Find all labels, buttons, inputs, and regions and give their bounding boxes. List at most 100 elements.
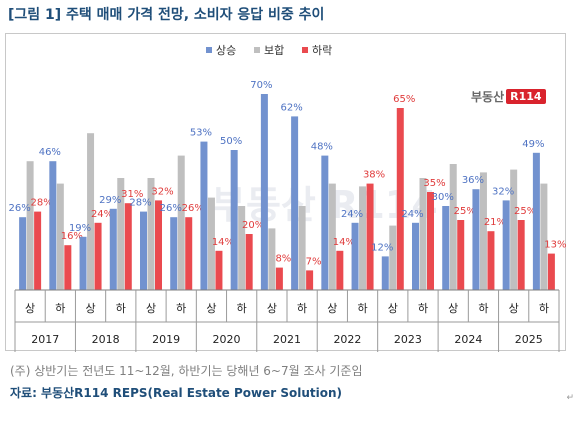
logo-text: 부동산 xyxy=(471,89,505,104)
data-label-down: 28% xyxy=(30,198,52,209)
category-label: 상 xyxy=(25,302,35,315)
source-line: 자료: 부동산R114 REPS(Real Estate Power Solut… xyxy=(10,386,343,400)
category-label: 상 xyxy=(509,302,519,315)
bar-hold xyxy=(359,186,367,290)
year-label: 2019 xyxy=(152,333,180,346)
category-label: 상 xyxy=(206,302,216,315)
data-label-down: 32% xyxy=(151,186,173,197)
legend-label-up: 상승 xyxy=(216,44,236,57)
bar-down xyxy=(155,200,162,290)
legend-swatch-up xyxy=(206,47,212,53)
data-label-up: 49% xyxy=(522,139,544,150)
data-label-up: 28% xyxy=(129,198,151,209)
bar-down xyxy=(215,250,223,290)
bar-down xyxy=(245,234,253,290)
data-label-up: 46% xyxy=(39,147,61,158)
data-label-down: 31% xyxy=(121,189,143,200)
bar-hold xyxy=(177,155,185,290)
data-label-down: 16% xyxy=(61,231,83,242)
bar-hold xyxy=(207,197,215,290)
bar-up xyxy=(79,236,87,290)
bar-down xyxy=(185,217,193,290)
bar-down xyxy=(94,222,102,290)
bar-up xyxy=(170,217,178,290)
bar-up xyxy=(49,161,57,290)
data-label-up: 32% xyxy=(492,186,514,197)
data-label-up: 36% xyxy=(462,175,484,186)
year-label: 2021 xyxy=(273,333,301,346)
bar-hold xyxy=(268,228,276,290)
year-label: 2017 xyxy=(31,333,59,346)
data-label-up: 62% xyxy=(280,102,302,113)
bar-hold xyxy=(56,183,64,290)
legend-label-down: 하락 xyxy=(312,43,332,57)
category-label: 하 xyxy=(55,301,65,315)
data-label-down: 38% xyxy=(363,170,385,181)
category-label: 하 xyxy=(176,301,186,315)
data-label-down: 24% xyxy=(91,209,113,220)
bar-hold xyxy=(540,183,548,290)
bar-up xyxy=(351,222,359,290)
data-label-down: 14% xyxy=(333,237,355,248)
category-label: 하 xyxy=(478,301,488,315)
bar-hold xyxy=(238,206,246,290)
bar-up xyxy=(321,155,329,290)
category-label: 하 xyxy=(297,301,307,315)
bar-up xyxy=(200,141,208,290)
bar-down xyxy=(64,245,72,290)
bar-chart-svg: 상승 보합 하락26%28%상46%16%하19%24%상29%31%하28%32%… xyxy=(8,43,567,352)
bar-down xyxy=(34,211,42,290)
bar-up xyxy=(381,256,389,290)
year-label: 2025 xyxy=(515,333,543,346)
legend-swatch-hold xyxy=(254,47,260,53)
category-label: 상 xyxy=(85,302,95,315)
chart-title: [그림 1] 주택 매매 가격 전망, 소비자 응답 비중 추이 xyxy=(8,7,325,23)
legend-swatch-down xyxy=(302,47,308,53)
data-label-up: 70% xyxy=(250,80,272,91)
bar-down xyxy=(396,108,404,290)
data-label-up: 30% xyxy=(432,192,454,203)
bar-down xyxy=(457,220,465,290)
year-label: 2023 xyxy=(394,333,422,346)
bar-hold xyxy=(328,183,336,290)
bar-up xyxy=(260,94,268,290)
bar-hold xyxy=(26,161,34,290)
bar-down xyxy=(547,253,555,290)
bar-hold xyxy=(510,169,518,290)
data-label-down: 25% xyxy=(514,206,536,217)
category-label: 하 xyxy=(116,301,126,315)
data-label-down: 21% xyxy=(484,217,506,228)
bar-hold xyxy=(87,133,95,290)
bar-up xyxy=(532,152,540,290)
data-label-down: 14% xyxy=(212,237,234,248)
bar-up xyxy=(230,150,238,290)
data-label-down: 8% xyxy=(275,254,291,265)
bar-hold xyxy=(449,164,457,290)
data-label-down: 26% xyxy=(182,203,204,214)
year-label: 2024 xyxy=(454,333,482,346)
data-label-up: 29% xyxy=(99,195,121,206)
bar-down xyxy=(275,267,283,290)
data-label-up: 12% xyxy=(371,242,393,253)
bar-down xyxy=(336,250,344,290)
bar-down xyxy=(366,183,374,290)
data-label-up: 26% xyxy=(160,203,182,214)
data-label-down: 35% xyxy=(423,178,445,189)
bar-up xyxy=(442,206,450,290)
bar-up xyxy=(502,200,510,290)
data-label-up: 19% xyxy=(69,223,91,234)
data-label-up: 24% xyxy=(341,209,363,220)
data-label-down: 65% xyxy=(393,94,415,105)
category-label: 상 xyxy=(388,302,398,315)
category-label: 하 xyxy=(357,301,367,315)
bar-hold xyxy=(479,172,487,290)
legend-label-hold: 보합 xyxy=(264,44,284,57)
data-label-up: 50% xyxy=(220,136,242,147)
category-label: 상 xyxy=(327,302,337,315)
paragraph-mark: ↵ xyxy=(566,393,574,403)
year-label: 2018 xyxy=(92,333,120,346)
bar-hold xyxy=(298,206,306,290)
bar-up xyxy=(109,208,117,290)
bar-up xyxy=(291,116,299,291)
category-label: 하 xyxy=(539,301,549,315)
